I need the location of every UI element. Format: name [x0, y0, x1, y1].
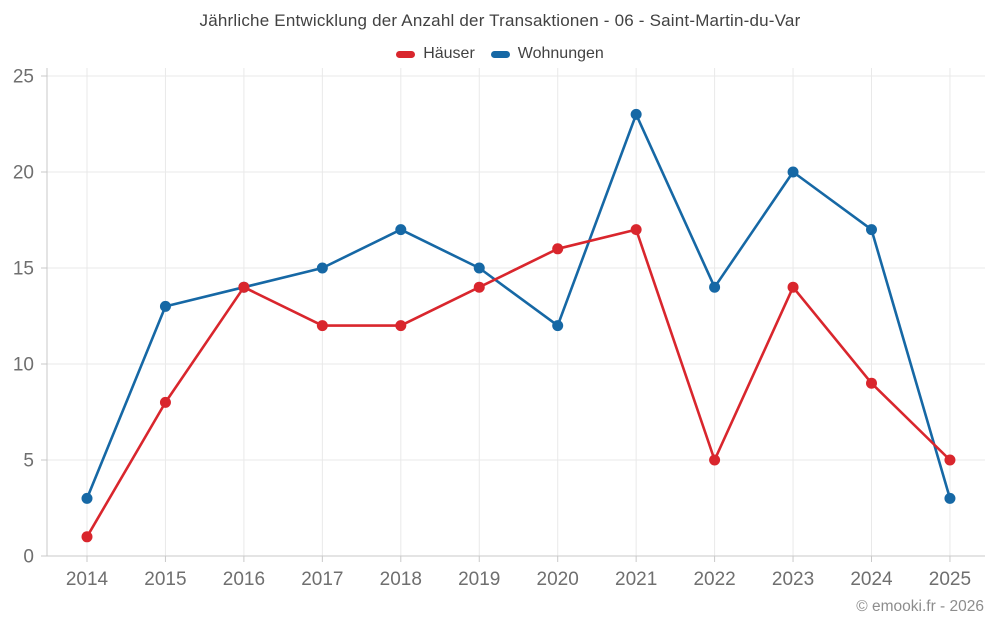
legend-swatch-wohnungen-icon	[490, 50, 510, 58]
chart-title: Jährliche Entwicklung der Anzahl der Tra…	[199, 11, 801, 30]
data-point-wohnungen	[630, 108, 642, 120]
data-point-haeuser	[552, 243, 564, 255]
data-point-wohnungen	[81, 492, 93, 504]
y-axis-label: 25	[13, 67, 34, 88]
data-point-wohnungen	[944, 492, 956, 504]
x-axis-label: 2017	[301, 569, 343, 590]
x-axis-label: 2019	[458, 569, 500, 590]
series-line-wohnungen	[85, 113, 952, 500]
x-axis-label: 2014	[66, 569, 109, 590]
data-point-wohnungen	[316, 262, 328, 274]
data-point-haeuser	[709, 454, 721, 466]
y-axis-label: 10	[13, 355, 34, 376]
x-axis-label: 2018	[380, 569, 422, 590]
data-point-wohnungen	[787, 166, 799, 178]
x-axis-label: 2015	[144, 569, 186, 590]
copyright-footer: © emooki.fr - 2026	[856, 598, 984, 615]
legend-label-haeuser: Häuser	[423, 45, 475, 62]
x-axis-label: 2024	[850, 569, 893, 590]
legend-swatch-haeuser-icon	[396, 50, 416, 58]
y-axis-label: 0	[23, 547, 34, 568]
data-point-wohnungen	[159, 300, 171, 312]
x-axis-label: 2022	[693, 569, 735, 590]
x-axis-label: 2020	[537, 569, 579, 590]
y-axis-label: 5	[23, 451, 34, 472]
y-axis-label: 20	[13, 163, 34, 184]
data-point-wohnungen	[866, 224, 877, 236]
data-point-wohnungen	[552, 320, 564, 332]
legend-item-wohnungen[interactable]: Wohnungen	[490, 45, 604, 63]
data-point-haeuser	[944, 454, 956, 466]
legend-label-wohnungen: Wohnungen	[517, 45, 604, 62]
data-point-haeuser	[630, 224, 642, 236]
data-point-haeuser	[787, 281, 799, 293]
data-point-wohnungen	[709, 281, 721, 293]
x-axis-label: 2016	[223, 569, 265, 590]
series-line-haeuser	[85, 228, 952, 539]
legend-item-haeuser[interactable]: Häuser	[396, 45, 475, 63]
data-point-haeuser	[395, 320, 407, 332]
data-point-haeuser	[316, 320, 328, 332]
data-point-haeuser	[81, 531, 93, 543]
y-axis-label: 15	[13, 259, 34, 280]
x-axis-label: 2023	[772, 569, 814, 590]
data-point-wohnungen	[473, 262, 485, 274]
data-point-haeuser	[159, 396, 171, 408]
data-point-wohnungen	[395, 224, 407, 236]
data-point-haeuser	[473, 281, 485, 293]
data-point-haeuser	[866, 377, 877, 389]
x-axis-label: 2021	[615, 569, 657, 590]
chart-legend: Häuser Wohnungen	[0, 45, 1000, 63]
data-point-haeuser	[238, 281, 250, 293]
x-axis-label: 2025	[929, 569, 971, 590]
